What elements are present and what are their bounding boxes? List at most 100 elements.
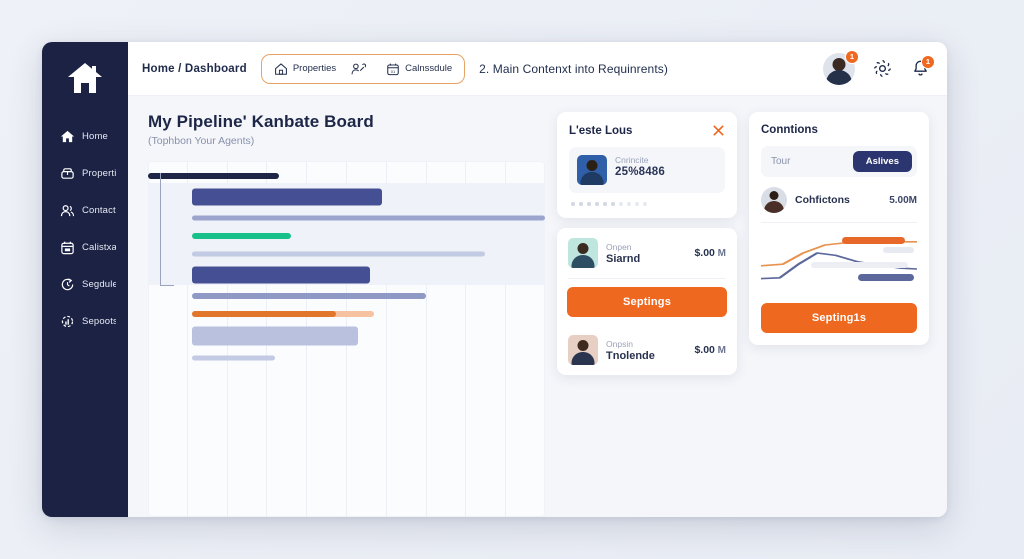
thumb-body [571,352,595,365]
mini-chart-marker [810,262,908,269]
list-item[interactable]: Onpsin Tnolende $.00 M [557,325,737,375]
gantt-chart[interactable] [148,161,545,517]
topbar: Home / Dashboard Properties [128,42,947,96]
list-item-amount-unit: M [717,248,726,259]
gear-icon [873,60,891,77]
avatar-body [826,69,852,85]
gantt-bar[interactable] [191,326,359,346]
page-subtitle: (Tophbon Your Agents) [148,135,255,147]
app-window: Home Propertias [42,42,947,517]
conversions-cta-button[interactable]: Septing1s [761,303,917,333]
gantt-bar[interactable] [148,173,279,179]
list-item-name: Siarnd [606,252,641,265]
conversions-column: Conntions Tour Aslives Cohfictons [749,112,929,517]
gantt-bar[interactable] [191,215,545,221]
settings-cta-button[interactable]: Septings [567,287,727,317]
lead-dot[interactable] [603,202,607,206]
conversions-thumbnail [761,187,787,213]
nav-pill-properties[interactable]: Properties [274,62,336,76]
leads-card: L'este Lous Cnrincite [557,112,737,218]
conversions-row[interactable]: Cohfictons 5.00M [761,177,917,222]
sidebar-item-properties[interactable]: Propertias [52,163,118,184]
sidebar-nav: Home Propertias [42,126,128,332]
sidebar-item-label: Calistxate [82,242,116,253]
main-area: Home / Dashboard Properties [128,42,947,517]
nav-pill-label: Properties [292,63,337,74]
lead-dot[interactable] [627,202,631,206]
sidebar-item-reports[interactable]: Sepoots [52,311,118,332]
home-logo-icon [68,63,102,93]
mini-chart-marker [882,246,914,253]
lead-dot[interactable] [611,202,615,206]
thumb-head [769,191,779,200]
sidebar-item-label: Segdule [82,279,116,290]
avatar-button[interactable]: 1 [823,49,859,85]
toggle-pill-button[interactable]: Aslives [852,151,912,172]
lead-dot[interactable] [643,202,647,206]
lead-tile[interactable]: Cnrincite 25%8486 [569,147,725,193]
gantt-bar[interactable] [191,355,276,361]
list-item[interactable]: Onpen Siarnd $.00 M [557,228,737,278]
settings-button[interactable] [871,58,893,80]
lead-thumbnail [577,155,607,185]
gantt-bar[interactable] [191,188,383,206]
conversions-title: Conntions [761,124,818,136]
gantt-bar[interactable] [191,233,291,239]
calendar-outline-icon: 01 [387,63,399,75]
conversions-row-amount-unit: M [908,194,917,206]
sidebar-item-calendar[interactable]: Calistxate [52,237,118,258]
gantt-row[interactable] [148,263,545,287]
thumb-body [764,201,784,213]
sidebar: Home Propertias [42,42,128,517]
list-thumbnail [568,335,598,365]
lead-dot[interactable] [571,202,575,206]
nav-pill-agent[interactable] [350,62,372,76]
notifications-button[interactable]: 1 [909,54,935,80]
close-icon[interactable] [712,124,725,137]
thumb-body [580,172,604,185]
nav-pill-label: Calnssdule [405,63,453,74]
gantt-bar[interactable] [191,251,486,257]
svg-text:01: 01 [391,68,396,73]
lead-dot[interactable] [587,202,591,206]
lead-dot[interactable] [635,202,639,206]
nav-pill-schedule[interactable]: 01 Calnssdule [386,62,452,76]
sidebar-item-contacts[interactable]: Contacts [52,200,118,221]
contacts-icon [60,205,75,217]
mini-chart-marker [842,236,905,244]
lead-dot[interactable] [595,202,599,206]
thumb-body [571,255,595,268]
gantt-row[interactable] [148,209,545,227]
gantt-dependency-line [160,173,174,286]
lead-dot[interactable] [579,202,583,206]
list-item-amount: $.00 M [694,247,726,259]
lead-caption: Cnrincite [615,155,649,165]
sidebar-item-schedule[interactable]: Segdule [52,274,118,295]
gantt-gridline [148,161,188,517]
sidebar-item-label: Contacts [82,205,116,216]
breadcrumb[interactable]: Home / Dashboard [142,62,247,75]
gantt-row[interactable] [148,185,545,209]
gantt-bar[interactable] [191,293,426,299]
gantt-gridline [347,161,387,517]
gantt-row[interactable] [148,287,545,305]
gantt-row[interactable] [148,245,545,263]
list-thumbnail [568,238,598,268]
gantt-row[interactable] [148,349,545,367]
center-note: 2. Main Contenxt into Requinrents) [479,61,668,76]
sidebar-item-home[interactable]: Home [52,126,118,147]
gantt-row[interactable] [148,167,545,185]
lead-dots [569,202,725,206]
list-item-name: Tnolende [606,349,655,362]
gantt-bar[interactable] [191,311,375,317]
calendar-icon [61,241,74,255]
gantt-bar[interactable] [191,266,371,284]
leads-column: L'este Lous Cnrincite [557,112,737,517]
list-item-amount-value: $.00 [694,247,715,259]
lead-dot[interactable] [619,202,623,206]
gantt-row[interactable] [148,305,545,323]
gantt-row[interactable] [148,323,545,349]
sidebar-logo[interactable] [42,60,128,96]
gantt-row[interactable] [148,227,545,245]
sidebar-item-label: Home [82,131,108,142]
